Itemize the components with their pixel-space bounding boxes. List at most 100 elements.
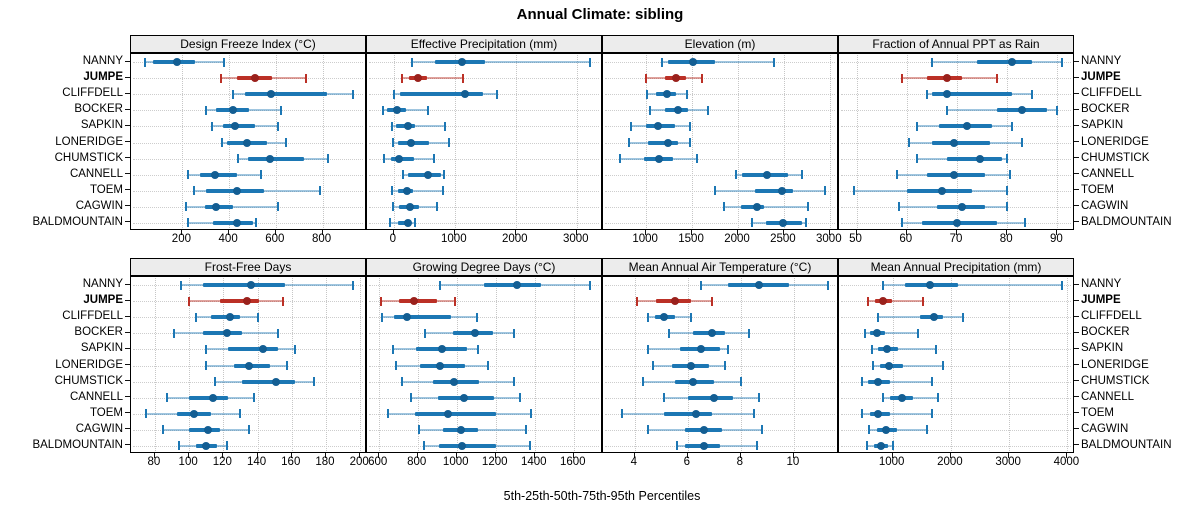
whisker-cap-5th	[204, 105, 207, 115]
site-label-right: BALDMOUNTAIN	[1081, 438, 1172, 451]
x-tick-label: 90	[1050, 233, 1063, 245]
x-tick	[181, 230, 183, 235]
median-dot	[885, 361, 894, 370]
median-dot	[655, 154, 664, 163]
x-tick	[572, 453, 574, 458]
whisker-cap-95th	[448, 138, 451, 147]
whisker-cap-5th	[395, 361, 398, 370]
whisker-5th-95th	[391, 125, 446, 128]
whisker-cap-5th	[930, 57, 933, 67]
x-tick-label: 140	[246, 456, 267, 468]
h-gridline	[369, 126, 599, 128]
x-tick-label: 200	[171, 233, 191, 245]
site-label-left: SAPKIN	[80, 119, 123, 132]
median-dot	[436, 361, 445, 370]
whisker-cap-5th	[193, 186, 196, 196]
whisker-cap-5th	[620, 409, 623, 419]
panel-strip: Mean Annual Air Temperature (°C)	[602, 258, 838, 276]
y-tick	[125, 396, 130, 398]
iqr-bar-25th-75th	[245, 92, 328, 97]
iqr-bar-25th-75th	[931, 140, 990, 145]
whisker-cap-5th	[144, 57, 147, 67]
median-dot	[699, 441, 708, 450]
panel-body	[366, 276, 602, 453]
v-gridline	[291, 278, 293, 451]
whisker-cap-5th	[145, 409, 148, 419]
whisker-5th-95th	[868, 300, 923, 303]
y-tick	[125, 124, 130, 126]
whisker-cap-5th	[194, 312, 197, 322]
h-gridline	[841, 349, 1071, 351]
site-label-right: BOCKER	[1081, 103, 1130, 116]
whisker-cap-95th	[453, 296, 456, 306]
v-gridline	[856, 55, 858, 228]
y-tick	[125, 92, 130, 94]
whisker-cap-5th	[382, 154, 385, 164]
whisker-cap-95th	[327, 154, 330, 164]
whisker-cap-95th	[689, 138, 692, 147]
median-dot	[228, 106, 237, 115]
v-gridline	[573, 278, 575, 451]
panel-body	[130, 276, 366, 453]
site-label-left: CANNELL	[69, 390, 123, 403]
site-label-left: CLIFFDELL	[62, 310, 123, 323]
whisker-cap-5th	[231, 89, 234, 99]
y-tick	[125, 347, 130, 349]
whisker-cap-95th	[916, 328, 919, 338]
x-tick-label: 3000	[562, 233, 589, 245]
panel-body	[130, 53, 366, 230]
site-label-left: CAGWIN	[75, 199, 123, 212]
median-dot	[897, 393, 906, 402]
v-gridline	[154, 278, 156, 451]
whisker-cap-5th	[422, 441, 425, 451]
x-tick	[633, 453, 635, 458]
whisker-cap-95th	[444, 121, 447, 131]
iqr-bar-25th-75th	[219, 299, 260, 304]
whisker-cap-5th	[391, 138, 394, 147]
site-label-left: CHUMSTICK	[54, 374, 123, 387]
h-gridline	[841, 429, 1071, 431]
x-tick	[222, 453, 224, 458]
site-label-right: CLIFFDELL	[1081, 310, 1142, 323]
y-tick	[125, 189, 130, 191]
h-gridline	[133, 174, 363, 176]
median-dot	[230, 122, 239, 131]
x-tick	[956, 230, 957, 235]
median-dot	[438, 345, 447, 354]
median-dot	[267, 90, 276, 99]
median-dot	[975, 154, 984, 163]
x-tick-label: 1500	[678, 233, 704, 245]
x-tick-label: 180	[315, 456, 335, 468]
y-tick	[125, 283, 130, 285]
whisker-cap-95th	[942, 361, 945, 370]
whisker-cap-95th	[686, 89, 689, 99]
site-label-right: BALDMOUNTAIN	[1081, 215, 1172, 228]
whisker-cap-5th	[900, 218, 903, 228]
h-gridline	[605, 78, 835, 80]
whisker-cap-95th	[931, 377, 934, 387]
x-tick-label: 3000	[816, 233, 842, 245]
median-dot	[407, 138, 416, 147]
x-tick	[1008, 453, 1010, 458]
x-tick-label: 2500	[770, 233, 796, 245]
x-tick-label: 100	[178, 456, 198, 468]
site-label-left: CANNELL	[69, 167, 123, 180]
whisker-cap-5th	[647, 425, 650, 435]
whisker-cap-5th	[205, 344, 208, 354]
x-tick	[324, 453, 326, 458]
whisker-cap-95th	[996, 73, 999, 83]
iqr-bar-25th-75th	[397, 220, 410, 225]
whisker-cap-5th	[417, 425, 420, 435]
v-gridline	[646, 55, 648, 228]
h-gridline	[605, 381, 835, 383]
x-tick	[792, 453, 794, 458]
site-label-left: CHUMSTICK	[54, 151, 123, 164]
whisker-cap-95th	[891, 441, 894, 451]
h-gridline	[841, 62, 1071, 64]
median-dot	[233, 186, 242, 195]
whisker-cap-95th	[805, 218, 808, 228]
x-tick	[377, 453, 379, 458]
whisker-cap-5th	[714, 186, 717, 196]
x-tick-label: 80	[999, 233, 1013, 245]
